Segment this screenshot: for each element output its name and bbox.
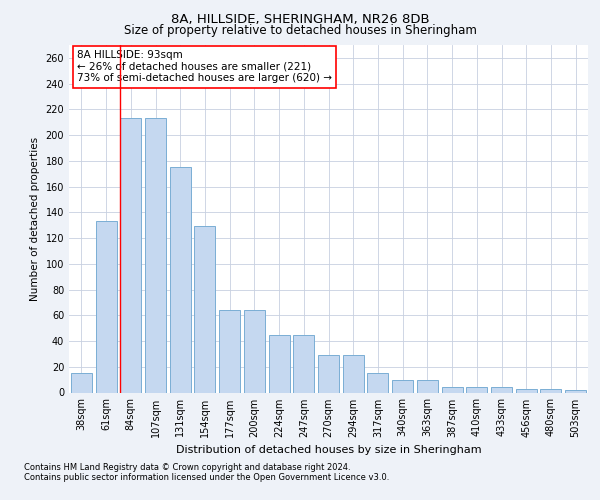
Bar bbox=[491, 388, 512, 392]
Bar bbox=[442, 388, 463, 392]
Bar bbox=[219, 310, 240, 392]
Bar bbox=[244, 310, 265, 392]
Bar bbox=[293, 334, 314, 392]
Bar bbox=[194, 226, 215, 392]
Text: Contains public sector information licensed under the Open Government Licence v3: Contains public sector information licen… bbox=[24, 474, 389, 482]
X-axis label: Distribution of detached houses by size in Sheringham: Distribution of detached houses by size … bbox=[176, 445, 481, 455]
Bar bbox=[170, 168, 191, 392]
Bar bbox=[145, 118, 166, 392]
Bar bbox=[516, 388, 537, 392]
Bar bbox=[71, 373, 92, 392]
Bar bbox=[541, 388, 562, 392]
Text: Size of property relative to detached houses in Sheringham: Size of property relative to detached ho… bbox=[124, 24, 476, 37]
Bar bbox=[318, 355, 339, 393]
Bar bbox=[269, 334, 290, 392]
Text: 8A HILLSIDE: 93sqm
← 26% of detached houses are smaller (221)
73% of semi-detach: 8A HILLSIDE: 93sqm ← 26% of detached hou… bbox=[77, 50, 332, 84]
Bar bbox=[120, 118, 141, 392]
Y-axis label: Number of detached properties: Number of detached properties bbox=[30, 136, 40, 301]
Text: Contains HM Land Registry data © Crown copyright and database right 2024.: Contains HM Land Registry data © Crown c… bbox=[24, 462, 350, 471]
Bar bbox=[466, 388, 487, 392]
Bar bbox=[367, 373, 388, 392]
Bar bbox=[343, 355, 364, 393]
Text: 8A, HILLSIDE, SHERINGHAM, NR26 8DB: 8A, HILLSIDE, SHERINGHAM, NR26 8DB bbox=[170, 12, 430, 26]
Bar bbox=[392, 380, 413, 392]
Bar bbox=[417, 380, 438, 392]
Bar bbox=[565, 390, 586, 392]
Bar bbox=[95, 222, 116, 392]
